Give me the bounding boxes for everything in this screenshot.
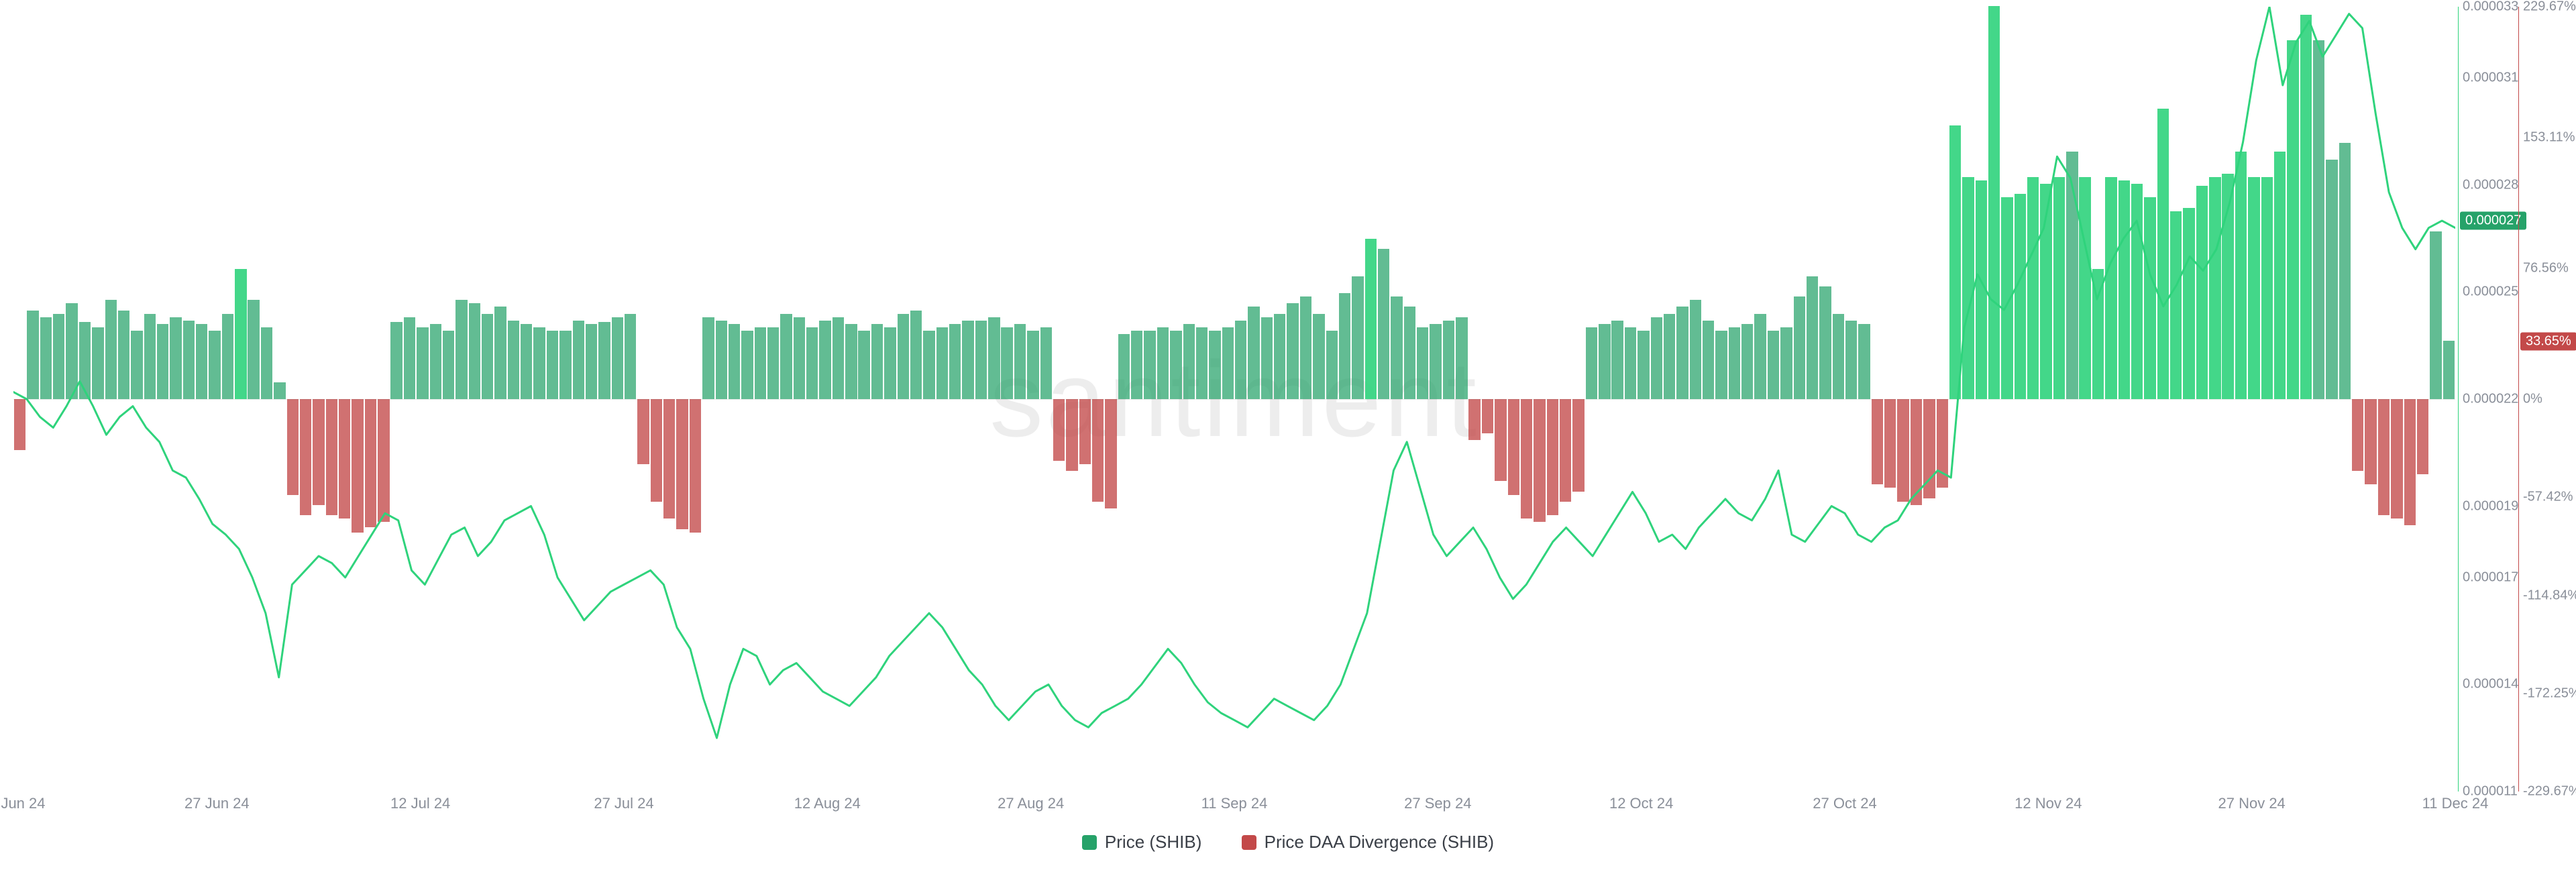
legend-item-price[interactable]: Price (SHIB) bbox=[1082, 832, 1201, 853]
price-tick: 0.000014 bbox=[2463, 677, 2518, 692]
x-tick: 27 Oct 24 bbox=[1813, 795, 1876, 812]
price-tick: 0.000028 bbox=[2463, 177, 2518, 193]
legend: Price (SHIB) Price DAA Divergence (SHIB) bbox=[0, 832, 2576, 855]
daa-tick: -229.67% bbox=[2523, 784, 2576, 800]
x-tick: 27 Jun 24 bbox=[184, 795, 250, 812]
daa-tick: -57.42% bbox=[2523, 490, 2573, 505]
price-tick: 0.000025 bbox=[2463, 284, 2518, 300]
zero-baseline bbox=[13, 399, 2455, 400]
price-tick-highlight: 0.000027 bbox=[2460, 212, 2526, 230]
price-line-path bbox=[13, 7, 2455, 738]
x-tick: 27 Nov 24 bbox=[2218, 795, 2286, 812]
legend-item-daa[interactable]: Price DAA Divergence (SHIB) bbox=[1242, 832, 1494, 853]
x-tick: 11 Jun 24 bbox=[0, 795, 46, 812]
chart-root: santiment 0.0000110.0000140.0000170.0000… bbox=[0, 0, 2576, 872]
daa-tick: 229.67% bbox=[2523, 0, 2576, 15]
x-tick: 12 Oct 24 bbox=[1609, 795, 1673, 812]
daa-tick: 153.11% bbox=[2523, 130, 2575, 146]
x-tick: 11 Dec 24 bbox=[2422, 795, 2489, 812]
legend-swatch-daa bbox=[1242, 835, 1256, 850]
legend-label-price: Price (SHIB) bbox=[1105, 832, 1201, 853]
daa-tick: -114.84% bbox=[2523, 588, 2576, 603]
price-tick: 0.000031 bbox=[2463, 70, 2518, 86]
daa-tick: 76.56% bbox=[2523, 260, 2569, 276]
x-tick: 12 Aug 24 bbox=[794, 795, 861, 812]
legend-swatch-price bbox=[1082, 835, 1097, 850]
plot-area[interactable]: santiment bbox=[13, 7, 2455, 792]
y-axis-price: 0.0000110.0000140.0000170.0000190.000022… bbox=[2458, 7, 2516, 792]
daa-tick-highlight: 33.65% bbox=[2520, 333, 2576, 351]
legend-label-daa: Price DAA Divergence (SHIB) bbox=[1265, 832, 1494, 853]
price-tick: 0.000019 bbox=[2463, 498, 2518, 514]
x-tick: 12 Nov 24 bbox=[2015, 795, 2082, 812]
x-tick: 12 Jul 24 bbox=[390, 795, 450, 812]
price-tick: 0.000022 bbox=[2463, 392, 2518, 407]
x-tick: 11 Sep 24 bbox=[1201, 795, 1268, 812]
x-axis: 11 Jun 2427 Jun 2412 Jul 2427 Jul 2412 A… bbox=[13, 795, 2455, 822]
y-axis-daa: -229.67%-172.25%-114.84%-57.42%0%76.56%1… bbox=[2518, 7, 2576, 792]
x-tick: 27 Aug 24 bbox=[998, 795, 1064, 812]
x-tick: 27 Sep 24 bbox=[1404, 795, 1471, 812]
daa-tick: -172.25% bbox=[2523, 686, 2576, 701]
price-tick: 0.000017 bbox=[2463, 569, 2518, 585]
daa-tick: 0% bbox=[2523, 392, 2542, 407]
price-tick: 0.000033 bbox=[2463, 0, 2518, 15]
x-tick: 27 Jul 24 bbox=[594, 795, 653, 812]
